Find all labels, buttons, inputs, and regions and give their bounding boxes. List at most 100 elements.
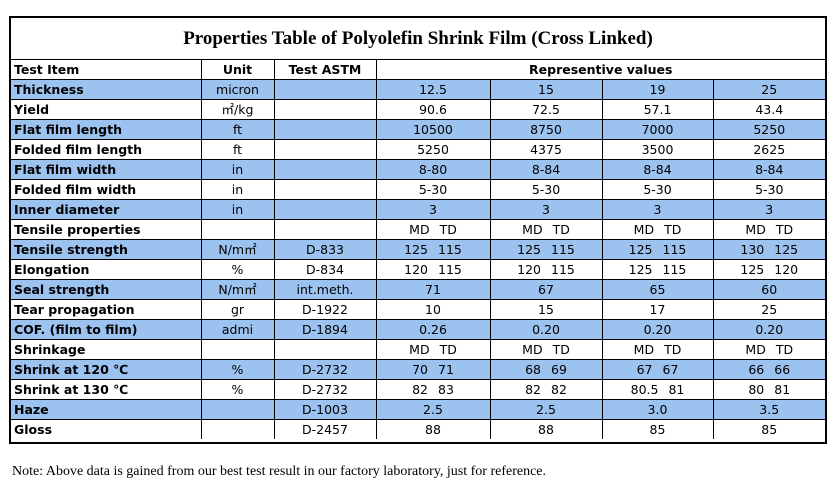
value-cell: 125 120: [712, 259, 825, 280]
md-value: MD: [522, 222, 543, 237]
value-cell: 88: [489, 419, 603, 439]
astm-cell: [273, 139, 377, 160]
table-row: Folded film width in 5-30 5-30 5-30 5-30: [11, 179, 825, 200]
md-td-pair: 80 81: [748, 381, 791, 399]
value-cell: MD TD: [712, 339, 825, 360]
td-value: 69: [551, 362, 567, 377]
unit-cell: N/m㎡: [200, 279, 275, 300]
td-value: 115: [438, 262, 462, 277]
value-cell: MD TD: [712, 219, 825, 240]
test-item-cell: Flat film length: [11, 119, 202, 140]
md-td-pair: 80.5 81: [631, 381, 685, 399]
td-value: TD: [552, 342, 570, 357]
table-row: Inner diameter in 3 3 3 3: [11, 199, 825, 220]
md-td-pair: 120 115: [517, 261, 575, 279]
td-value: TD: [664, 222, 682, 237]
value-cell: 80 81: [712, 379, 825, 400]
md-td-pair: 82 82: [525, 381, 567, 399]
value-cell: 72.5: [489, 99, 603, 120]
md-td-pair: MD TD: [522, 341, 570, 359]
td-value: TD: [439, 342, 457, 357]
value-cell: MD TD: [489, 339, 603, 360]
md-td-pair: 66 66: [748, 361, 790, 379]
md-td-pair: 70 71: [412, 361, 454, 379]
td-value: TD: [775, 342, 794, 357]
unit-cell: [200, 399, 275, 420]
value-cell: 57.1: [601, 99, 714, 120]
table-row: Yield ㎡/kg 90.6 72.5 57.1 43.4: [11, 99, 825, 120]
table-row: Shrinkage MD TD MD TD MD TD MD TD: [11, 339, 825, 360]
value-cell: 85: [712, 419, 825, 439]
table-row: Thickness micron 12.5 15 19 25: [11, 79, 825, 100]
value-cell: 85: [601, 419, 714, 439]
td-value: 83: [438, 382, 454, 397]
value-cell: 2.5: [489, 399, 603, 420]
md-value: 67: [636, 362, 653, 377]
astm-cell: [273, 179, 377, 200]
value-cell: 5-30: [601, 179, 714, 200]
test-item-cell: Folded film width: [11, 179, 202, 200]
td-value: TD: [439, 222, 457, 237]
td-value: TD: [664, 342, 682, 357]
value-cell: 80.5 81: [601, 379, 714, 400]
header-row: Test Item Unit Test ASTM Representive va…: [11, 60, 825, 80]
md-value: MD: [633, 342, 655, 357]
value-cell: 7000: [601, 119, 714, 140]
test-item-cell: Tear propagation: [11, 299, 202, 320]
value-cell: 3: [375, 199, 491, 220]
value-cell: 19: [601, 79, 714, 100]
md-td-pair: 130 125: [740, 241, 798, 259]
astm-cell: [273, 119, 377, 140]
unit-cell: %: [200, 379, 275, 400]
td-value: 81: [774, 382, 791, 397]
md-td-pair: 125 120: [740, 261, 799, 279]
value-cell: 70 71: [375, 359, 491, 380]
value-cell: 5250: [375, 139, 491, 160]
md-value: 125: [628, 242, 653, 257]
md-value: 70: [412, 362, 428, 377]
unit-cell: in: [200, 179, 275, 200]
value-cell: 125 115: [601, 239, 714, 260]
properties-table-frame: Properties Table of Polyolefin Shrink Fi…: [9, 16, 827, 444]
md-td-pair: 125 115: [629, 261, 687, 279]
td-value: 120: [774, 262, 799, 277]
test-item-cell: Haze: [11, 399, 202, 420]
md-value: 80: [748, 382, 765, 397]
md-value: MD: [409, 342, 430, 357]
value-cell: 68 69: [489, 359, 603, 380]
md-td-pair: 68 69: [525, 361, 567, 379]
value-cell: 3: [489, 199, 603, 220]
value-cell: 3.0: [601, 399, 714, 420]
value-cell: 67 67: [601, 359, 714, 380]
value-cell: 10: [375, 299, 491, 320]
value-cell: 15: [489, 79, 603, 100]
test-item-cell: Elongation: [11, 259, 202, 280]
astm-cell: [273, 219, 377, 240]
value-cell: 125 115: [489, 239, 603, 260]
table-title: Properties Table of Polyolefin Shrink Fi…: [11, 18, 825, 60]
value-cell: 65: [601, 279, 714, 300]
value-cell: MD TD: [489, 219, 603, 240]
unit-cell: %: [200, 259, 275, 280]
md-td-pair: 125 115: [517, 241, 575, 259]
md-value: MD: [409, 222, 430, 237]
md-td-pair: MD TD: [633, 341, 682, 359]
value-cell: 5-30: [712, 179, 825, 200]
value-cell: 3: [712, 199, 825, 220]
value-cell: 8-84: [601, 159, 714, 180]
test-item-cell: Yield: [11, 99, 202, 120]
value-cell: 125 115: [375, 239, 491, 260]
test-item-cell: Shrinkage: [11, 339, 202, 360]
unit-cell: admi: [200, 319, 275, 340]
td-value: 115: [662, 262, 687, 277]
test-item-cell: Shrink at 120 ℃: [11, 359, 202, 380]
md-value: 120: [404, 262, 428, 277]
unit-cell: in: [200, 199, 275, 220]
value-cell: 82 83: [375, 379, 491, 400]
table-row: Elongation% D-834 120 115 120 115 125 115 125 120: [11, 259, 825, 280]
unit-cell: micron: [200, 79, 275, 100]
table-row: Tensile strength N/m㎡ D-833 125 115 125 115 125…: [11, 239, 825, 260]
table-row: Shrink at 130 ℃% D-2732 82 83 82 82 80.5 81 80 81: [11, 379, 825, 400]
value-cell: 8-84: [489, 159, 603, 180]
value-cell: 3.5: [712, 399, 825, 420]
